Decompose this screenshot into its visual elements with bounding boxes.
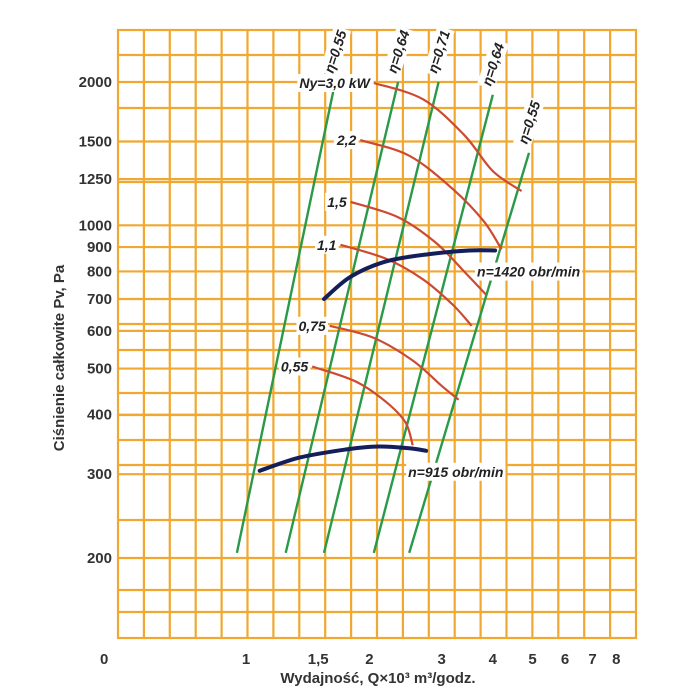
efficiency-label: η=0,64 <box>384 28 413 75</box>
x-axis-title: Wydajność, Q×10³ m³/godz. <box>280 670 475 687</box>
speed-curve <box>257 444 429 473</box>
curve-label-background <box>297 74 374 93</box>
efficiency-line <box>284 81 400 554</box>
x-tick-label: 7 <box>588 651 596 668</box>
x-tick-label: 8 <box>612 651 620 668</box>
curve-label-background <box>476 38 509 90</box>
power-label: 1,5 <box>327 194 347 210</box>
efficiency-lines <box>235 81 531 554</box>
x-tick-label: 4 <box>489 651 498 668</box>
y-tick-label: 1000 <box>79 217 112 234</box>
y-tick-label: 1500 <box>79 133 112 150</box>
power-curve <box>373 81 523 193</box>
curve-label-background <box>325 192 349 211</box>
speed-curves <box>257 248 498 473</box>
power-curve <box>329 324 460 401</box>
curve-label-background <box>513 96 546 148</box>
y-tick-label: 900 <box>87 239 112 256</box>
power-label: 1,1 <box>317 237 337 253</box>
y-tick-label: 200 <box>87 550 112 567</box>
y-tick-label: 2000 <box>79 74 112 91</box>
y-tick-label: 600 <box>87 323 112 340</box>
power-curves <box>311 81 523 446</box>
y-tick-label: 500 <box>87 361 112 378</box>
x-tick-label: 1,5 <box>308 651 329 668</box>
efficiency-line <box>372 94 494 554</box>
curve-label-background <box>475 262 583 281</box>
efficiency-line <box>408 152 531 554</box>
curve-label-background <box>315 235 339 254</box>
efficiency-label: η=0,55 <box>515 99 544 146</box>
x-tick-label: 3 <box>437 651 445 668</box>
power-label: Ny=3,0 kW <box>299 75 371 91</box>
y-tick-label: 300 <box>87 466 112 483</box>
y-tick-label: 800 <box>87 263 112 280</box>
y-tick-label: 400 <box>87 407 112 424</box>
curve-label-background <box>422 25 455 78</box>
y-tick-label: 1250 <box>79 171 112 188</box>
x-tick-label: 2 <box>365 651 373 668</box>
curve-label-background <box>296 316 328 335</box>
speed-label: n=1420 obr/min <box>477 264 580 280</box>
efficiency-line <box>322 81 440 554</box>
curve-label-background <box>382 25 415 78</box>
x-tick-label: 5 <box>528 651 536 668</box>
speed-curve <box>322 248 498 301</box>
y-tick-labels: 200 300 400 500 600 700 800 900 1000 1250 1500 2000 <box>79 74 112 567</box>
efficiency-label: η=0,64 <box>478 41 507 88</box>
curve-label-background <box>406 462 506 481</box>
x-tick-labels: 1 1,5 2 3 4 5 6 7 8 <box>242 651 621 668</box>
y-axis-title: Ciśnienie całkowite Pv, Pa <box>51 264 68 451</box>
efficiency-line <box>235 81 337 554</box>
power-curve <box>340 243 473 327</box>
power-label: 0,55 <box>281 359 308 375</box>
power-curve <box>311 365 414 446</box>
power-curve <box>359 139 503 250</box>
origin-label: 0 <box>100 651 108 668</box>
curve-label-background <box>333 131 359 150</box>
power-label: 0,75 <box>298 318 325 334</box>
power-label: 2,2 <box>336 132 357 148</box>
curve-label-background <box>278 357 311 376</box>
speed-label: n=915 obr/min <box>408 464 503 480</box>
y-tick-label: 700 <box>87 291 112 308</box>
x-tick-label: 6 <box>561 651 569 668</box>
curve-label-background <box>319 25 352 78</box>
power-curve <box>350 200 487 296</box>
x-tick-label: 1 <box>242 651 250 668</box>
